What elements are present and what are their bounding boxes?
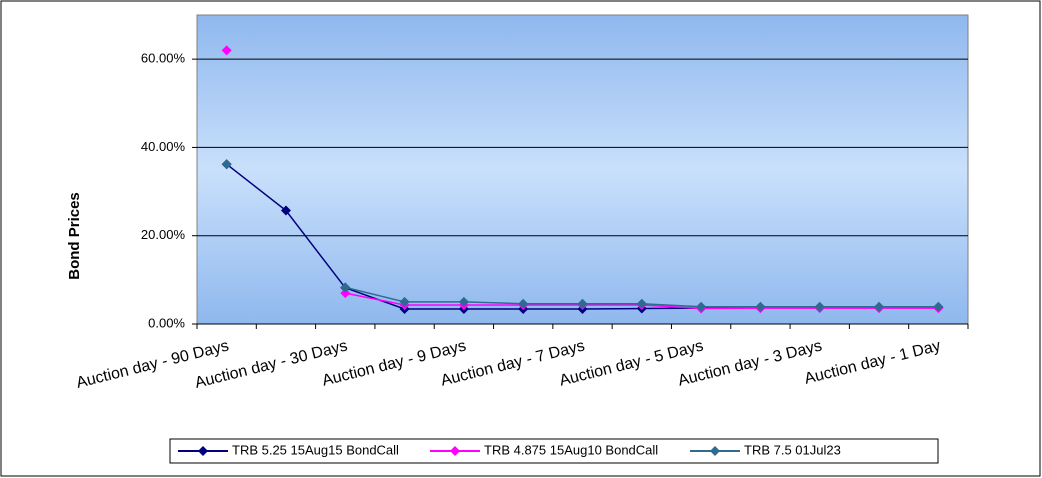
point [280,205,291,216]
y-axis-title: Bond Prices [66,192,83,280]
legend-label: TRB 4.875 15Aug10 BondCall [484,442,658,457]
plot-area [196,14,969,325]
point [696,301,707,312]
y-tick-label: 20.00% [141,227,186,242]
y-tick-label: 60.00% [141,51,186,66]
y-tick-label: 0.00% [148,315,185,330]
point [577,298,588,309]
legend-label: TRB 7.5 01Jul23 [744,442,841,457]
legend-marker [710,446,720,456]
point [814,301,825,312]
point [518,298,529,309]
point [340,288,351,299]
legend-label: TRB 5.25 15Aug15 BondCall [232,442,399,457]
point [755,301,766,312]
point [636,298,647,309]
legend-marker [198,446,208,456]
legend-marker [450,446,460,456]
point [874,301,885,312]
legend [169,438,939,464]
point [221,159,232,170]
point [221,45,232,56]
point [933,301,944,312]
point [399,296,410,307]
point [340,282,351,293]
y-tick-label: 40.00% [141,139,186,154]
point [458,296,469,307]
